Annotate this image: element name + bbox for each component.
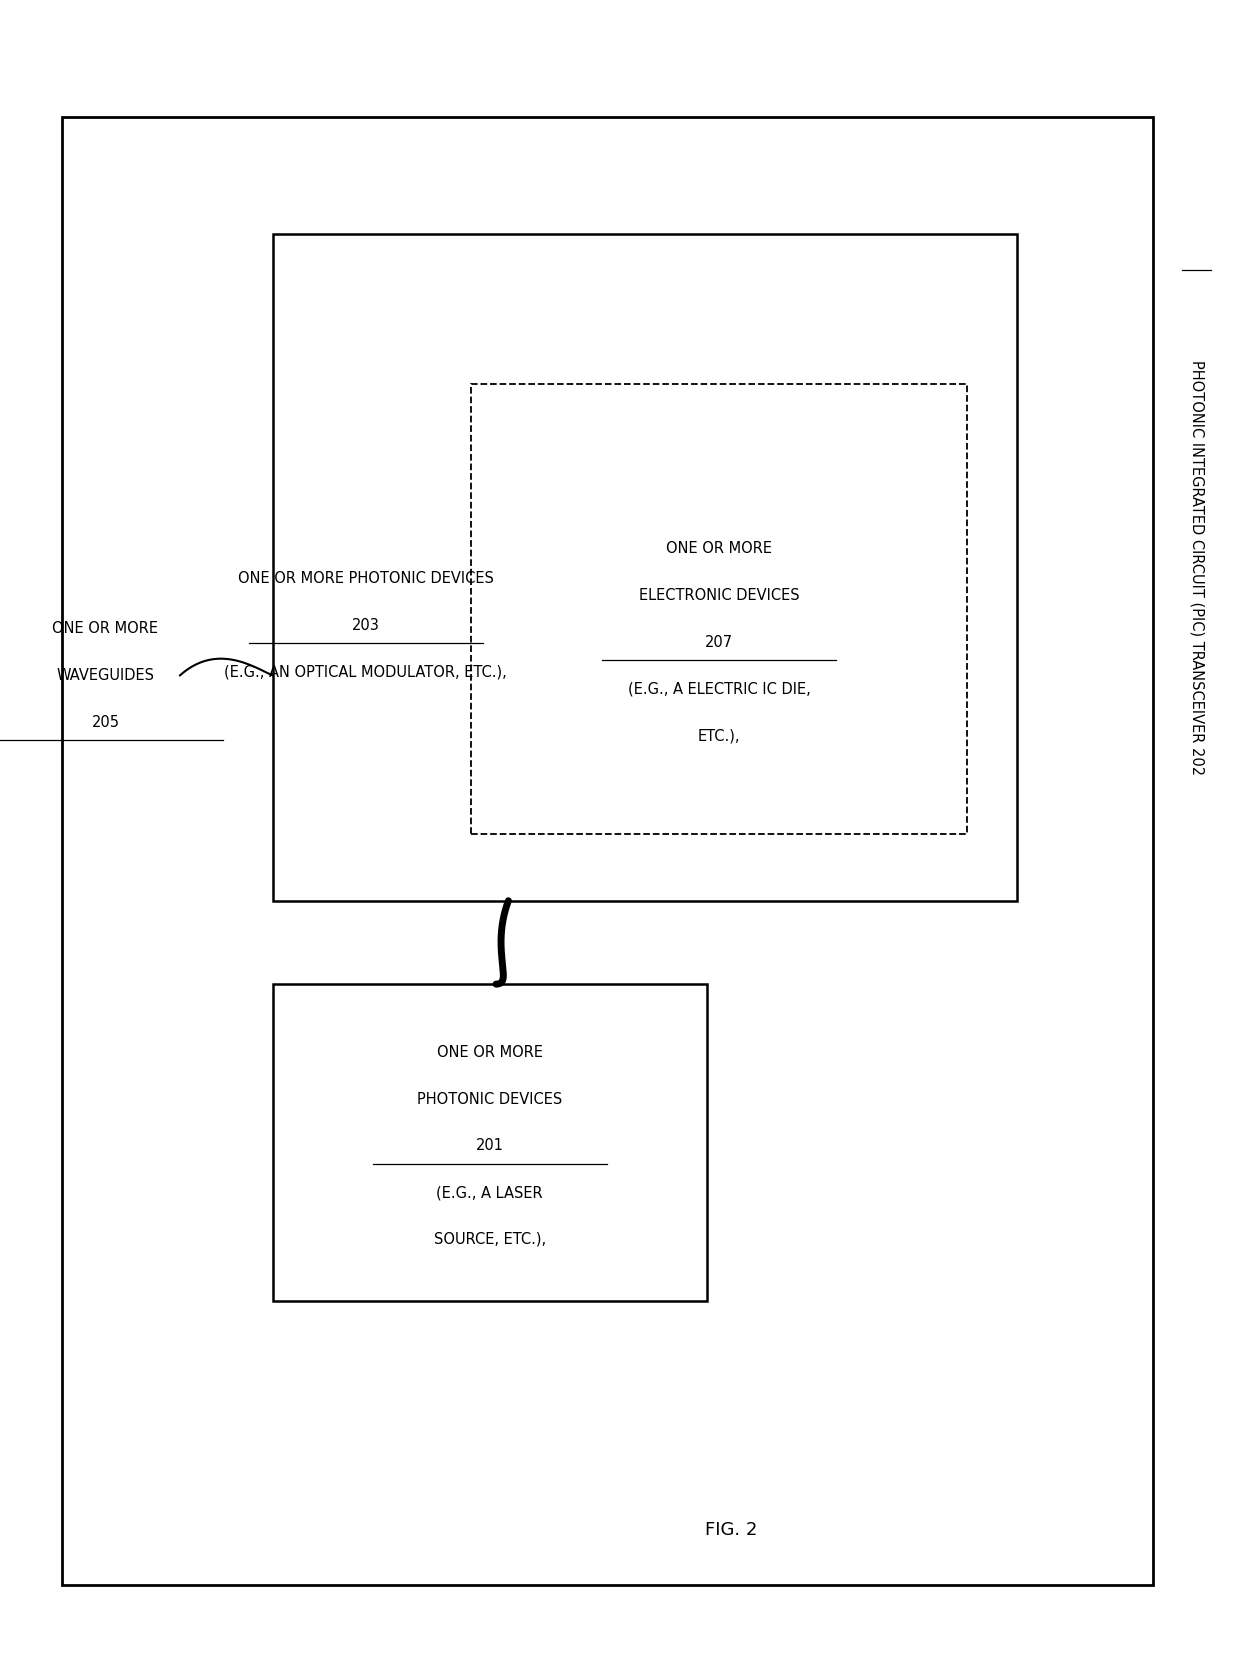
Text: PHOTONIC INTEGRATED CIRCUIT (PIC) TRANSCEIVER 202: PHOTONIC INTEGRATED CIRCUIT (PIC) TRANSC…: [1189, 360, 1204, 774]
Text: 205: 205: [92, 716, 119, 729]
Bar: [62, 117, 1153, 1585]
Text: ONE OR MORE: ONE OR MORE: [436, 1046, 543, 1059]
Text: ONE OR MORE: ONE OR MORE: [666, 542, 773, 555]
Text: ELECTRONIC DEVICES: ELECTRONIC DEVICES: [639, 589, 800, 602]
Text: 201: 201: [476, 1139, 503, 1153]
Text: 207: 207: [706, 636, 733, 649]
Text: SOURCE, ETC.),: SOURCE, ETC.),: [434, 1233, 546, 1246]
Text: (E.G., A LASER: (E.G., A LASER: [436, 1186, 543, 1199]
Text: ONE OR MORE PHOTONIC DEVICES: ONE OR MORE PHOTONIC DEVICES: [238, 572, 494, 585]
Text: (E.G., AN OPTICAL MODULATOR, ETC.),: (E.G., AN OPTICAL MODULATOR, ETC.),: [224, 666, 507, 679]
Text: ETC.),: ETC.),: [698, 729, 740, 742]
Text: ONE OR MORE: ONE OR MORE: [52, 622, 159, 636]
Bar: [273, 234, 1017, 901]
Text: FIG. 2: FIG. 2: [706, 1521, 758, 1538]
Bar: [273, 984, 707, 1301]
Text: (E.G., A ELECTRIC IC DIE,: (E.G., A ELECTRIC IC DIE,: [627, 682, 811, 696]
Text: 203: 203: [352, 619, 379, 632]
Text: PHOTONIC DEVICES: PHOTONIC DEVICES: [417, 1093, 563, 1106]
Text: WAVEGUIDES: WAVEGUIDES: [56, 669, 155, 682]
Bar: [471, 384, 967, 834]
